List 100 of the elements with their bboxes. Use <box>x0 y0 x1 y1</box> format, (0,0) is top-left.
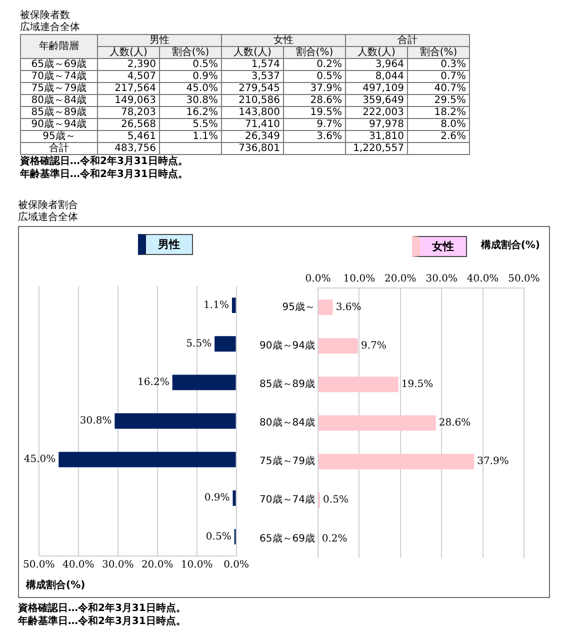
data-label: 0.5% <box>284 70 346 82</box>
y-tick-label: 85歳～89歳 <box>260 378 315 390</box>
data-label: 3.6% <box>336 302 362 313</box>
text: 男性 <box>98 34 222 46</box>
chart-title: 被保険者数 <box>20 10 71 22</box>
x-tick-label: 10.0% <box>180 560 213 571</box>
data-label: 31,810 <box>346 130 408 142</box>
x-tick-label: 40.0% <box>466 274 499 285</box>
bar <box>172 374 236 390</box>
data-label: 30.8% <box>80 416 112 427</box>
y-tick-label: 70歳～74歳 <box>260 494 315 506</box>
y-tick-label: 90歳～94歳 <box>20 118 98 130</box>
y-tick-label: 65歳～69歳 <box>20 58 98 70</box>
data-label: 26,349 <box>222 130 284 142</box>
data-label: 16.2% <box>160 106 222 118</box>
data-label: 0.5% <box>323 494 348 506</box>
data-label: 0.9% <box>160 70 222 82</box>
text: 資格確認日…令和2年3月31日時点。 <box>18 602 187 615</box>
text: 女性 <box>222 34 346 46</box>
x-tick-label: 40.0% <box>62 560 94 571</box>
bar <box>318 376 398 392</box>
data-label: 37.9% <box>284 82 346 94</box>
chart-subtitle: 広域連合全体 <box>18 212 79 224</box>
y-tick-label: 合計 <box>20 142 98 154</box>
data-label: 29.5% <box>408 94 470 106</box>
data-label: 1.1% <box>160 130 222 142</box>
data-label: 483,756 <box>98 142 160 154</box>
data-label: 8.0% <box>408 118 470 130</box>
text: 年齢基準日…令和2年3月31日時点。 <box>20 168 189 181</box>
data-label: 222,003 <box>346 106 408 118</box>
data-label: 45.0% <box>24 454 56 466</box>
bar <box>58 452 236 468</box>
data-label: 359,649 <box>346 94 408 106</box>
y-tick-label: 75歳～79歳 <box>20 82 98 94</box>
data-label: 5.5% <box>160 118 222 130</box>
x-axis-title: 構成割合(%) <box>480 238 540 252</box>
text: 合計 <box>346 34 470 46</box>
x-tick-label: 割合(%) <box>408 46 470 58</box>
data-label: 28.6% <box>284 94 346 106</box>
x-tick-label: 0.0% <box>305 274 331 285</box>
data-label: 78,203 <box>98 106 160 118</box>
data-label: 2.6% <box>408 130 470 142</box>
data-label: 149,063 <box>98 94 160 106</box>
data-label: 9.7% <box>284 118 346 130</box>
text: 年齢基準日…令和2年3月31日時点。 <box>18 615 187 628</box>
x-tick-label: 割合(%) <box>160 46 222 58</box>
chart-subtitle: 広域連合全体 <box>20 22 81 34</box>
data-label: 26,568 <box>98 118 160 130</box>
data-label: 37.9% <box>477 456 509 468</box>
data-label: 5,461 <box>98 130 160 142</box>
x-tick-label: 人数(人) <box>346 46 408 58</box>
x-tick-label: 人数(人) <box>98 46 160 58</box>
y-tick-label: 85歳～89歳 <box>20 106 98 118</box>
x-tick-label: 30.0% <box>102 560 134 571</box>
data-label: 3,964 <box>346 58 408 70</box>
bar <box>318 415 436 431</box>
x-tick-label: 30.0% <box>426 274 458 285</box>
data-label: 2,390 <box>98 58 160 70</box>
y-tick-label: 75歳～79歳 <box>260 455 315 468</box>
data-label: 497,109 <box>346 82 408 94</box>
data-label: 4,507 <box>98 70 160 82</box>
data-label: 0.5% <box>206 531 232 542</box>
text: 資格確認日…令和2年3月31日時点。 <box>20 155 189 168</box>
bar <box>114 413 236 429</box>
data-label: 40.7% <box>408 82 470 94</box>
x-tick-label: 20.0% <box>141 560 174 571</box>
y-tick-label: 80歳～84歳 <box>20 94 98 106</box>
data-label: 143,800 <box>222 106 284 118</box>
data-label: 97,978 <box>346 118 408 130</box>
y-tick-label: 70歳～74歳 <box>20 70 98 82</box>
data-label: 28.6% <box>438 418 471 429</box>
data-label: 210,586 <box>222 94 284 106</box>
chart-title: 被保険者割合 <box>18 200 79 212</box>
bar <box>232 490 236 506</box>
bar <box>318 454 474 470</box>
x-tick-label: 20.0% <box>384 274 416 285</box>
bar <box>232 298 236 313</box>
data-label: 19.5% <box>401 379 434 390</box>
y-tick-label: 65歳～69歳 <box>260 532 315 544</box>
data-label: 3.6% <box>284 130 346 142</box>
data-label: 0.9% <box>204 492 230 504</box>
data-label: 1,574 <box>222 58 284 70</box>
data-label: 5.5% <box>186 338 212 350</box>
data-label: 30.8% <box>160 94 222 106</box>
data-label: 1.1% <box>204 300 229 311</box>
data-label: 0.3% <box>408 58 470 70</box>
data-label: 45.0% <box>160 82 222 94</box>
data-label: 71,410 <box>222 118 284 130</box>
data-label: 16.2% <box>138 377 170 388</box>
x-tick-label: 割合(%) <box>284 46 346 58</box>
x-tick-label: 50.0% <box>508 274 540 285</box>
x-tick-label: 10.0% <box>343 274 376 285</box>
bar <box>318 300 333 315</box>
x-tick-label: 人数(人) <box>222 46 284 58</box>
data-label: 0.2% <box>284 58 346 70</box>
data-label: 8,044 <box>346 70 408 82</box>
x-tick-label: 0.0% <box>224 560 249 571</box>
data-label: 19.5% <box>284 106 346 118</box>
y-tick-label: 95歳～ <box>20 130 98 142</box>
data-label: 217,564 <box>98 82 160 94</box>
